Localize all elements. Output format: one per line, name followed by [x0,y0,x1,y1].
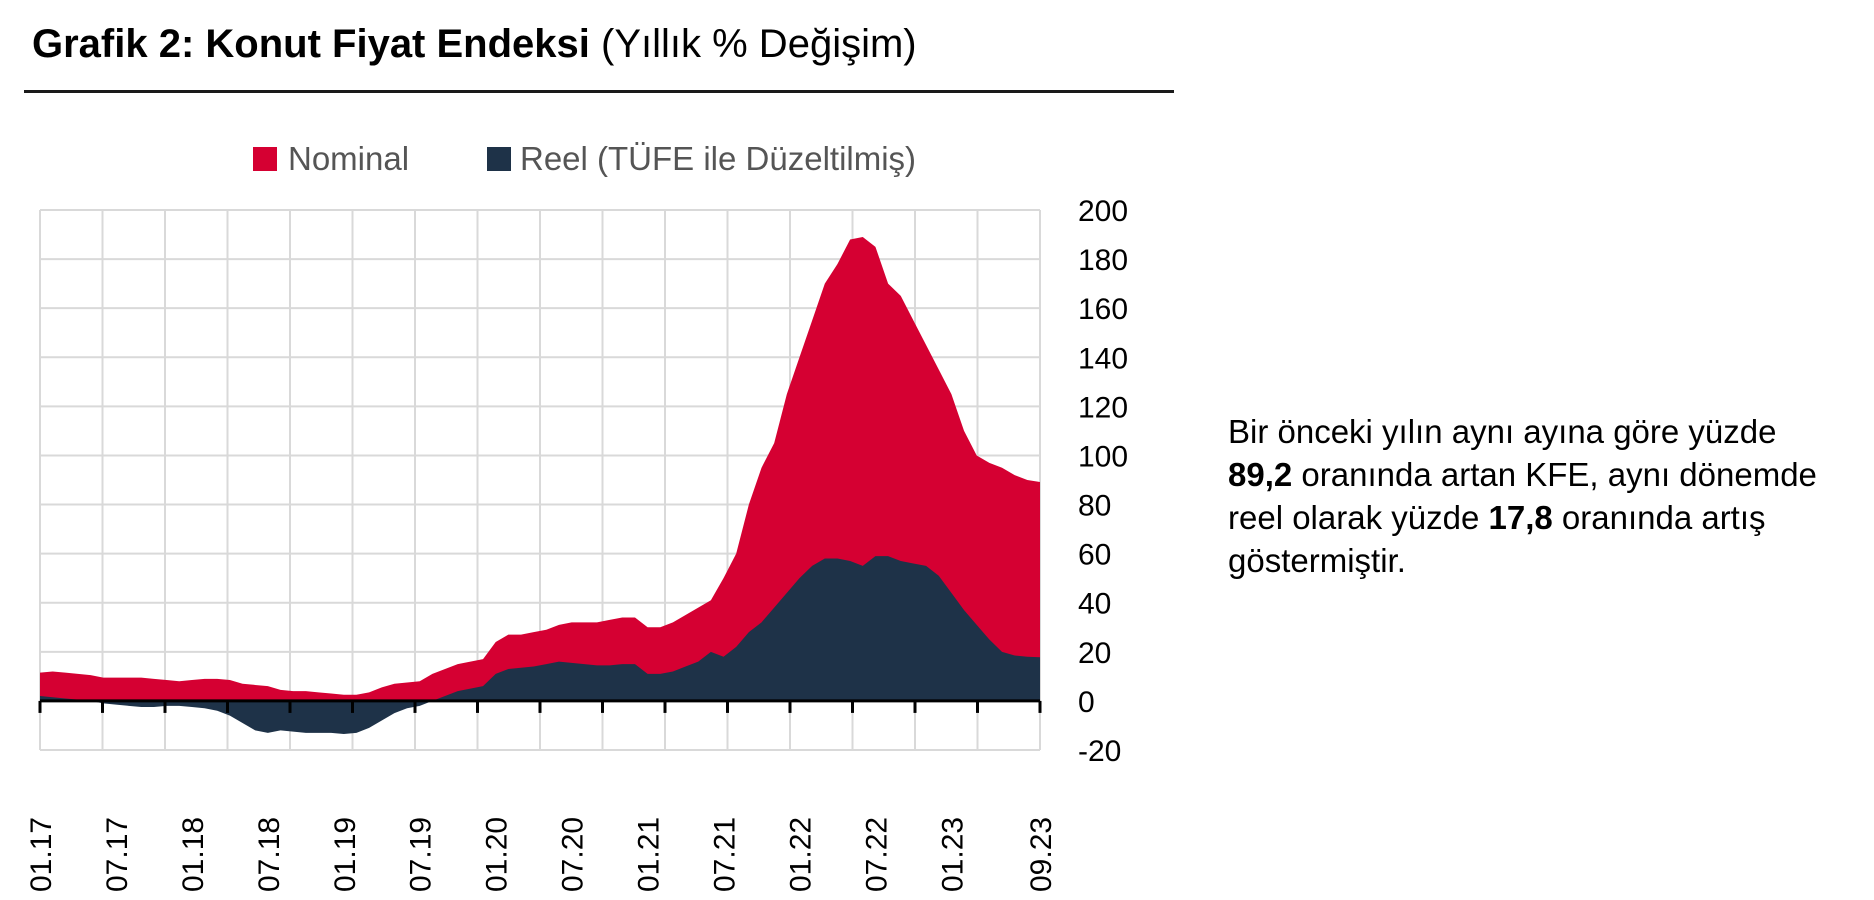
x-tick-label-6: 01.20 [481,817,514,892]
y-tick-label-7: 60 [1078,539,1111,572]
x-tick-label-8: 01.21 [633,817,666,892]
legend-label-nominal: Nominal [288,140,409,177]
note-text-2: oranında artan KFE, aynı dönemde reel ol… [1228,456,1817,536]
y-tick-label-3: 140 [1078,342,1128,375]
y-tick-label-6: 80 [1078,490,1111,523]
y-tick-label-0: 200 [1078,195,1128,228]
y-tick-label-1: 180 [1078,244,1128,277]
y-tick-label-10: 0 [1078,686,1095,719]
area-series-0 [40,237,1040,701]
x-axis-ticks: 01.17 07.17 01.18 07.18 01.19 07.19 01.20 07.20… [25,817,1058,892]
y-tick-label-5: 100 [1078,440,1128,473]
y-tick-label-9: 20 [1078,637,1111,670]
chart-areas [40,237,1040,735]
area-series-1 [40,556,1040,735]
x-tick-label-9: 07.21 [709,817,742,892]
y-tick-label-11: -20 [1078,735,1121,768]
x-tick-label-1: 07.17 [101,817,134,892]
x-tick-label-4: 01.19 [329,817,362,892]
chart-title-subtitle: (Yıllık % Değişim) [601,22,917,66]
legend-swatch-nominal [253,147,277,171]
x-tick-label-3: 07.18 [253,817,286,892]
chart-legend: Nominal Reel (TÜFE ile Düzeltilmiş) [253,140,916,177]
x-tick-label-11: 07.22 [860,817,893,892]
x-tick-label-2: 01.18 [177,817,210,892]
y-tick-label-4: 120 [1078,391,1128,424]
title-divider [24,90,1174,93]
x-tick-label-0: 01.17 [25,817,58,892]
note-value-nominal: 89,2 [1228,456,1293,493]
x-tick-label-7: 07.20 [557,817,590,892]
y-tick-label-2: 160 [1078,293,1128,326]
legend-swatch-reel [487,147,511,171]
y-tick-label-8: 40 [1078,588,1111,621]
x-tick-label-5: 07.19 [405,817,438,892]
note-text-1: Bir önceki yılın aynı ayına göre yüzde [1228,413,1777,450]
chart-title-bold: Grafik 2: Konut Fiyat Endeksi [32,22,590,66]
legend-label-reel: Reel (TÜFE ile Düzeltilmiş) [520,140,916,177]
commentary-note: Bir önceki yılın aynı ayına göre yüzde 8… [1228,410,1848,582]
x-tick-label-13: 09.23 [1025,817,1058,892]
chart-title: Grafik 2: Konut Fiyat Endeksi (Yıllık % … [32,22,917,67]
x-tick-label-10: 01.22 [784,817,817,892]
x-tick-label-12: 01.23 [936,817,969,892]
note-value-reel: 17,8 [1488,499,1553,536]
note-text-3: oranında artış göstermiştir. [1228,499,1766,579]
chart-axes [38,699,1042,713]
